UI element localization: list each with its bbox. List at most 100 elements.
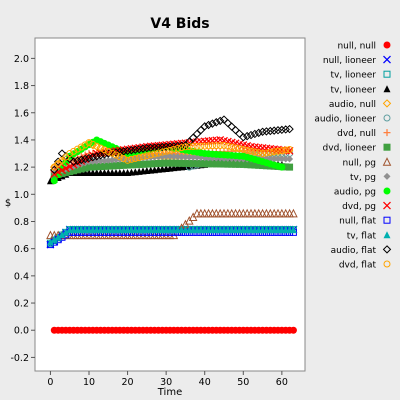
legend-marker (383, 114, 391, 122)
data-point (73, 156, 82, 165)
legend-marker (383, 143, 391, 151)
data-point (289, 226, 297, 234)
series-15 (50, 139, 294, 171)
data-point (73, 145, 81, 153)
data-point (178, 144, 186, 152)
y-axis: -0.2 0.0 0.2 0.4 0.6 0.8 1.0 1.2 1.4 1.6 1.8 2.0 (10, 54, 35, 364)
data-point (247, 161, 255, 169)
legend-label: tv, lioneer (330, 85, 376, 95)
data-point (243, 146, 251, 154)
x-axis-label: Time (157, 387, 182, 398)
data-point (111, 148, 121, 157)
data-point (97, 157, 105, 165)
data-point (216, 142, 224, 150)
data-point (104, 147, 112, 155)
legend-label: null, flat (339, 217, 376, 227)
data-point (220, 160, 228, 168)
data-point (255, 161, 263, 169)
y-tick-label: 1.8 (14, 81, 29, 92)
data-point (169, 141, 179, 151)
data-point (108, 162, 116, 170)
legend-label: dvd, lioneer (323, 144, 377, 154)
data-point (201, 160, 209, 168)
data-point (181, 143, 189, 151)
data-point (205, 160, 213, 168)
data-point (162, 147, 170, 155)
data-point (266, 148, 274, 156)
y-tick-label: 2.0 (14, 54, 29, 65)
data-point (266, 126, 275, 136)
data-point (65, 154, 74, 164)
data-point (212, 142, 220, 150)
data-point (235, 160, 243, 168)
data-point (278, 155, 286, 163)
data-point (208, 119, 217, 128)
data-point (131, 145, 140, 154)
x-tick-label: 10 (83, 377, 95, 388)
legend-label: dvd, null (337, 129, 376, 139)
data-point (208, 142, 216, 150)
data-point (62, 169, 70, 177)
data-point (147, 160, 155, 168)
data-point (286, 145, 294, 153)
x-axis: 0 10 20 30 40 50 60 (47, 371, 288, 388)
legend-marker (383, 70, 391, 78)
legend-marker (383, 41, 391, 49)
data-point (277, 125, 287, 135)
legend-marker (383, 187, 391, 195)
data-point (286, 163, 294, 171)
data-point (127, 146, 136, 155)
data-point (80, 154, 90, 164)
data-point (135, 160, 143, 168)
y-tick-label: 0.6 (14, 244, 29, 255)
data-point (270, 155, 278, 163)
data-point (93, 163, 101, 171)
data-point (247, 147, 255, 155)
legend-marker (382, 245, 392, 254)
legend-marker (383, 216, 391, 224)
data-point (274, 147, 282, 155)
data-point (58, 231, 66, 239)
x-tick-label: 40 (199, 377, 211, 388)
data-point (262, 127, 271, 136)
data-point (54, 160, 62, 168)
data-point (239, 133, 248, 142)
data-point (239, 145, 247, 153)
legend: null, null null, lioneer tv, lioneer tv, li… (314, 41, 392, 271)
x-tick-label: 20 (122, 377, 134, 388)
data-point (158, 159, 166, 167)
data-point (254, 128, 263, 138)
data-point (289, 326, 297, 334)
data-point (147, 151, 155, 159)
legend-label: dvd, pg (342, 202, 376, 212)
legend-label: dvd, flat (339, 261, 377, 271)
data-point (154, 159, 162, 167)
y-tick-label: 1.6 (14, 108, 29, 119)
chart-title: V4 Bids (150, 16, 209, 32)
data-point (285, 124, 294, 134)
data-point (154, 153, 162, 161)
data-point (251, 161, 259, 169)
data-point (104, 156, 112, 164)
data-point (100, 157, 108, 165)
data-point (193, 160, 201, 168)
data-point (127, 161, 135, 169)
data-point (81, 164, 89, 172)
data-point (100, 146, 108, 154)
data-point (62, 153, 70, 161)
data-point (120, 155, 128, 163)
data-point (97, 144, 105, 152)
legend-label: audio, null (329, 100, 376, 110)
data-point (93, 157, 101, 165)
data-point (120, 161, 128, 169)
data-point (185, 153, 193, 161)
data-point (216, 160, 224, 168)
data-point (162, 159, 170, 167)
data-point (53, 157, 63, 166)
data-point (224, 160, 232, 168)
y-tick-label: 0.4 (14, 271, 29, 282)
data-point (174, 153, 182, 161)
data-point (66, 168, 74, 176)
data-point (235, 145, 243, 153)
data-point (174, 145, 182, 153)
